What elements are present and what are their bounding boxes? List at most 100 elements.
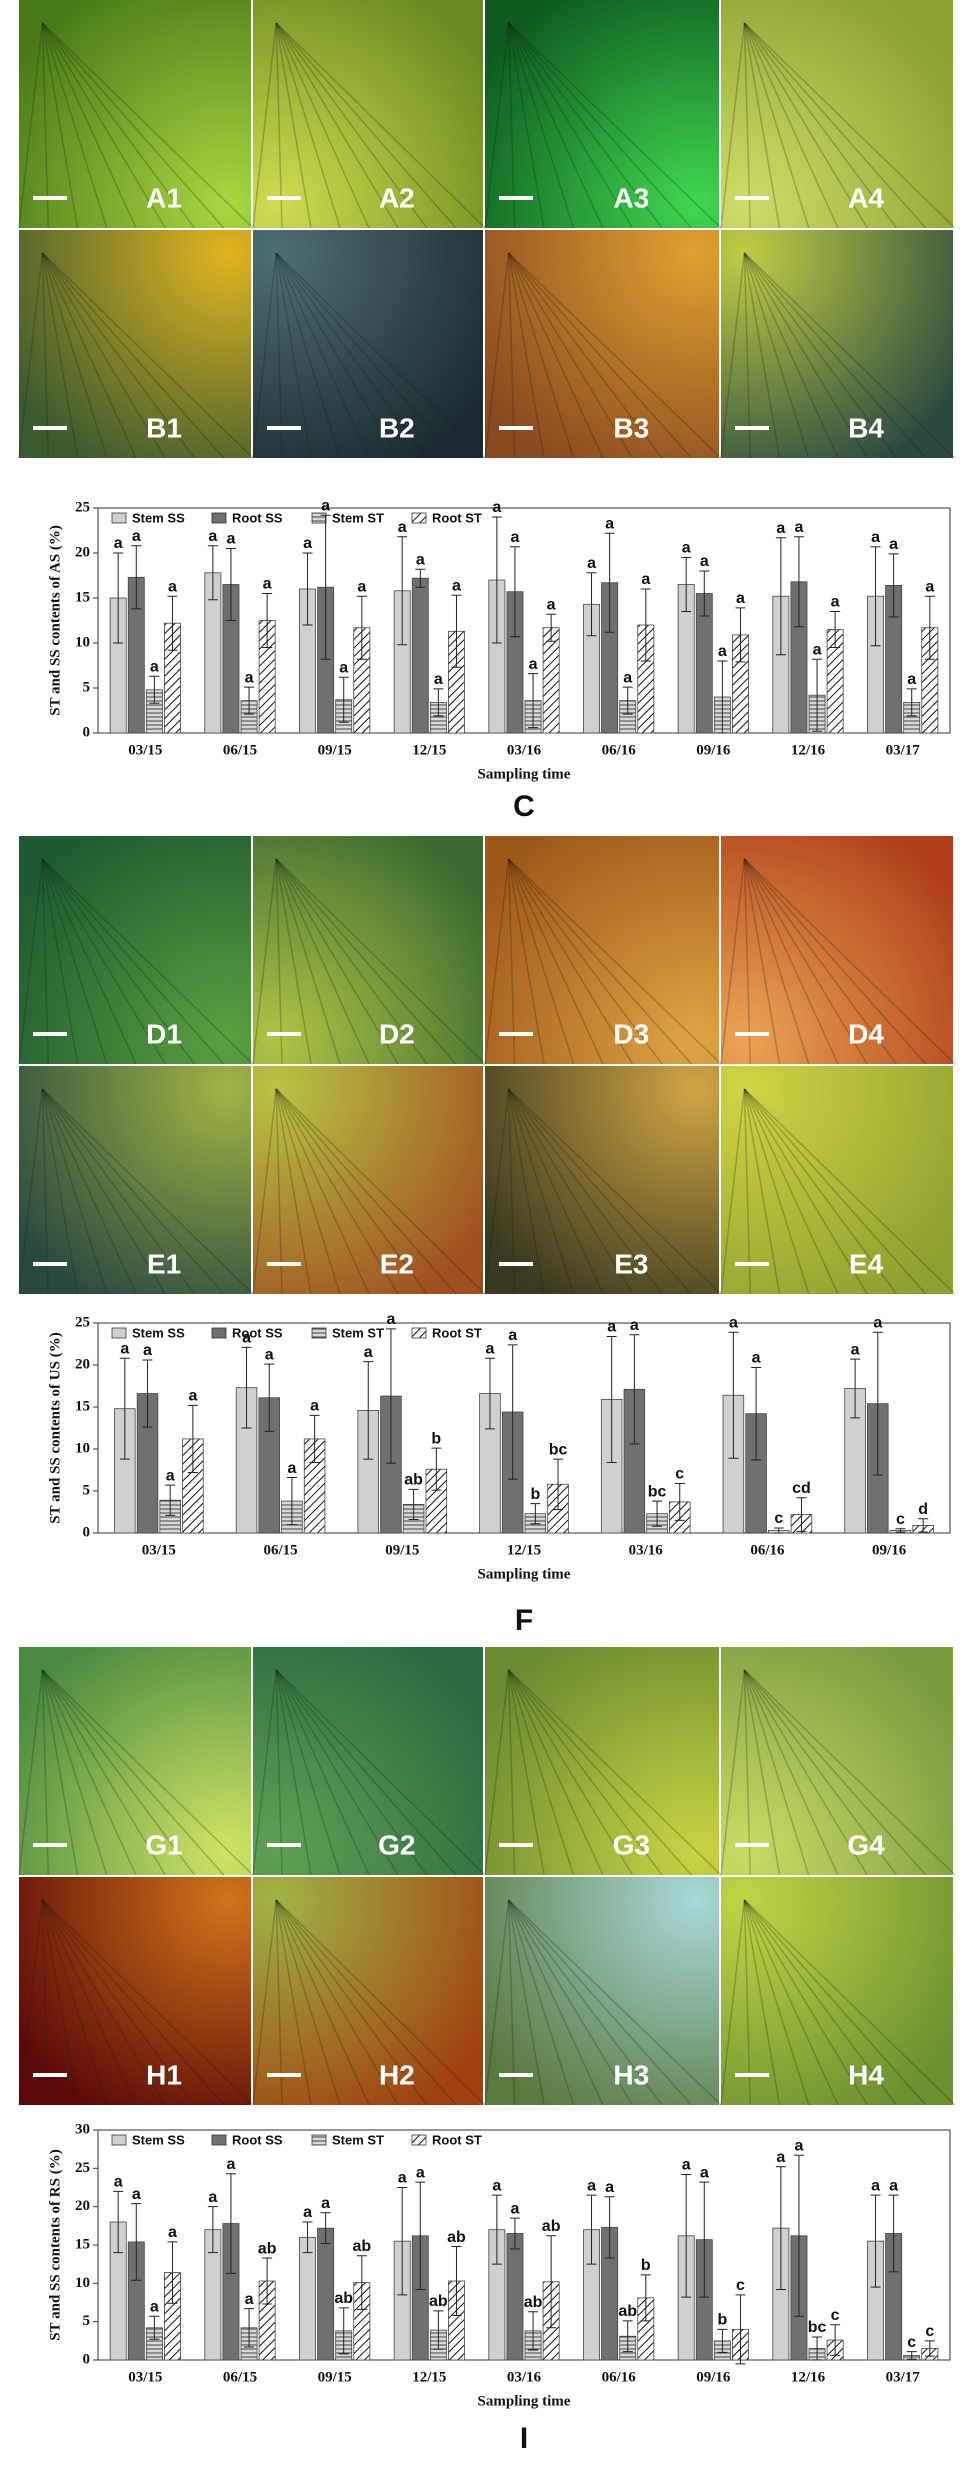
significance-letter: a (776, 2149, 785, 2166)
photo-ray (275, 22, 312, 229)
photo-ray (41, 1669, 196, 1876)
error-bar (830, 611, 841, 648)
error-bar (728, 1331, 739, 1459)
error-bar (149, 675, 160, 704)
photo-ray (508, 252, 693, 459)
x-tick-label: 12/15 (412, 2369, 446, 2385)
error-bar (484, 1357, 495, 1430)
photo-ray (275, 1669, 312, 1876)
error-bar (397, 2187, 408, 2296)
error-bar (629, 1334, 640, 1445)
error-bar (302, 552, 313, 626)
significance-letter: a (700, 553, 709, 570)
error-bar (451, 594, 462, 668)
photo-ray (275, 1669, 428, 1876)
photo-ray (743, 1899, 751, 2106)
bar (506, 2233, 524, 2361)
legend-label: Stem ST (332, 1325, 384, 1340)
bar (411, 577, 429, 734)
error-bar (262, 593, 273, 648)
error-bar (142, 1359, 153, 1428)
photo-ray (507, 1088, 604, 1295)
x-tick-label: 12/15 (412, 742, 446, 758)
photo-label: G1 (145, 1829, 182, 1860)
bar (299, 2236, 316, 2361)
photo-ray (484, 858, 510, 1065)
significance-letter: a (132, 2186, 141, 2203)
x-tick-label: 09/16 (872, 1542, 907, 1558)
photo-ray (275, 1669, 370, 1876)
photo-ray (41, 22, 225, 229)
significance-letter: a (831, 594, 840, 611)
photo-ray (252, 1088, 277, 1295)
photo-ray (507, 1899, 545, 2106)
significance-letter: a (729, 1314, 738, 1331)
photo-ray (275, 1088, 341, 1295)
error-bar (622, 2320, 633, 2353)
plot-frame (97, 507, 951, 734)
photo-ray (41, 858, 166, 1065)
error-bar (415, 568, 426, 588)
error-bar (167, 2241, 178, 2304)
photo (19, 1877, 251, 2105)
photo-ray (507, 22, 575, 229)
significance-letter: a (339, 659, 348, 676)
significance-letter: c (831, 2307, 840, 2324)
photo-ray (720, 22, 746, 229)
photo-ray (508, 252, 722, 459)
photo-ray (41, 22, 108, 229)
photo-ray (508, 1669, 693, 1876)
significance-letter: a (168, 2224, 177, 2241)
significance-letter: a (511, 2200, 520, 2217)
photo-ray (41, 252, 254, 459)
error-bar (735, 607, 746, 663)
x-tick-label: 03/17 (886, 2369, 921, 2385)
legend-swatch (411, 2134, 427, 2146)
photo-ray (743, 1669, 927, 1876)
photo-ray (41, 252, 108, 459)
photo-ray (743, 858, 868, 1065)
photo-ray (252, 1669, 277, 1876)
photo-ray (507, 858, 663, 1065)
legend-label: Root ST (432, 2132, 482, 2147)
error-bar (528, 2311, 539, 2351)
photo (485, 1877, 719, 2105)
significance-letter: a (143, 1342, 152, 1359)
error-bar (681, 2173, 692, 2298)
error-bar (622, 686, 633, 715)
photo-ray (41, 1899, 225, 2106)
photo-ray (743, 252, 839, 459)
photo-ray (275, 252, 486, 459)
photo-ray (275, 22, 457, 229)
significance-letter: a (682, 540, 691, 557)
significance-letter: a (168, 578, 177, 595)
error-bar (681, 557, 692, 612)
photo-ray (743, 1899, 956, 2106)
photo-ray (507, 252, 634, 459)
legend-label: Root ST (432, 1325, 482, 1340)
photo-label: A2 (379, 182, 415, 213)
photo-ray (41, 1669, 166, 1876)
photo-ray (507, 1669, 575, 1876)
photo-ray (41, 22, 196, 229)
error-bar (699, 570, 710, 617)
significance-letter: a (434, 671, 443, 688)
legend-label: Stem SS (132, 1325, 185, 1340)
legend-label: Root SS (232, 1325, 283, 1340)
photo-ray (507, 252, 663, 459)
photo-ray (41, 858, 254, 1065)
photo-ray (743, 252, 956, 459)
x-tick-label: 03/15 (128, 742, 162, 758)
photo-label: D1 (146, 1018, 182, 1049)
photo-ray (275, 1088, 370, 1295)
significance-letter: a (605, 2179, 614, 2196)
photo-ray (507, 252, 575, 459)
significance-letter: d (918, 1501, 928, 1518)
x-tick-label: 06/15 (223, 2369, 257, 2385)
y-tick-label: 25 (75, 2160, 90, 2176)
photo-ray (743, 22, 898, 229)
significance-letter: a (132, 528, 141, 545)
significance-letter: a (813, 641, 822, 658)
photo (253, 1066, 483, 1294)
photo-ray (275, 1899, 428, 2106)
